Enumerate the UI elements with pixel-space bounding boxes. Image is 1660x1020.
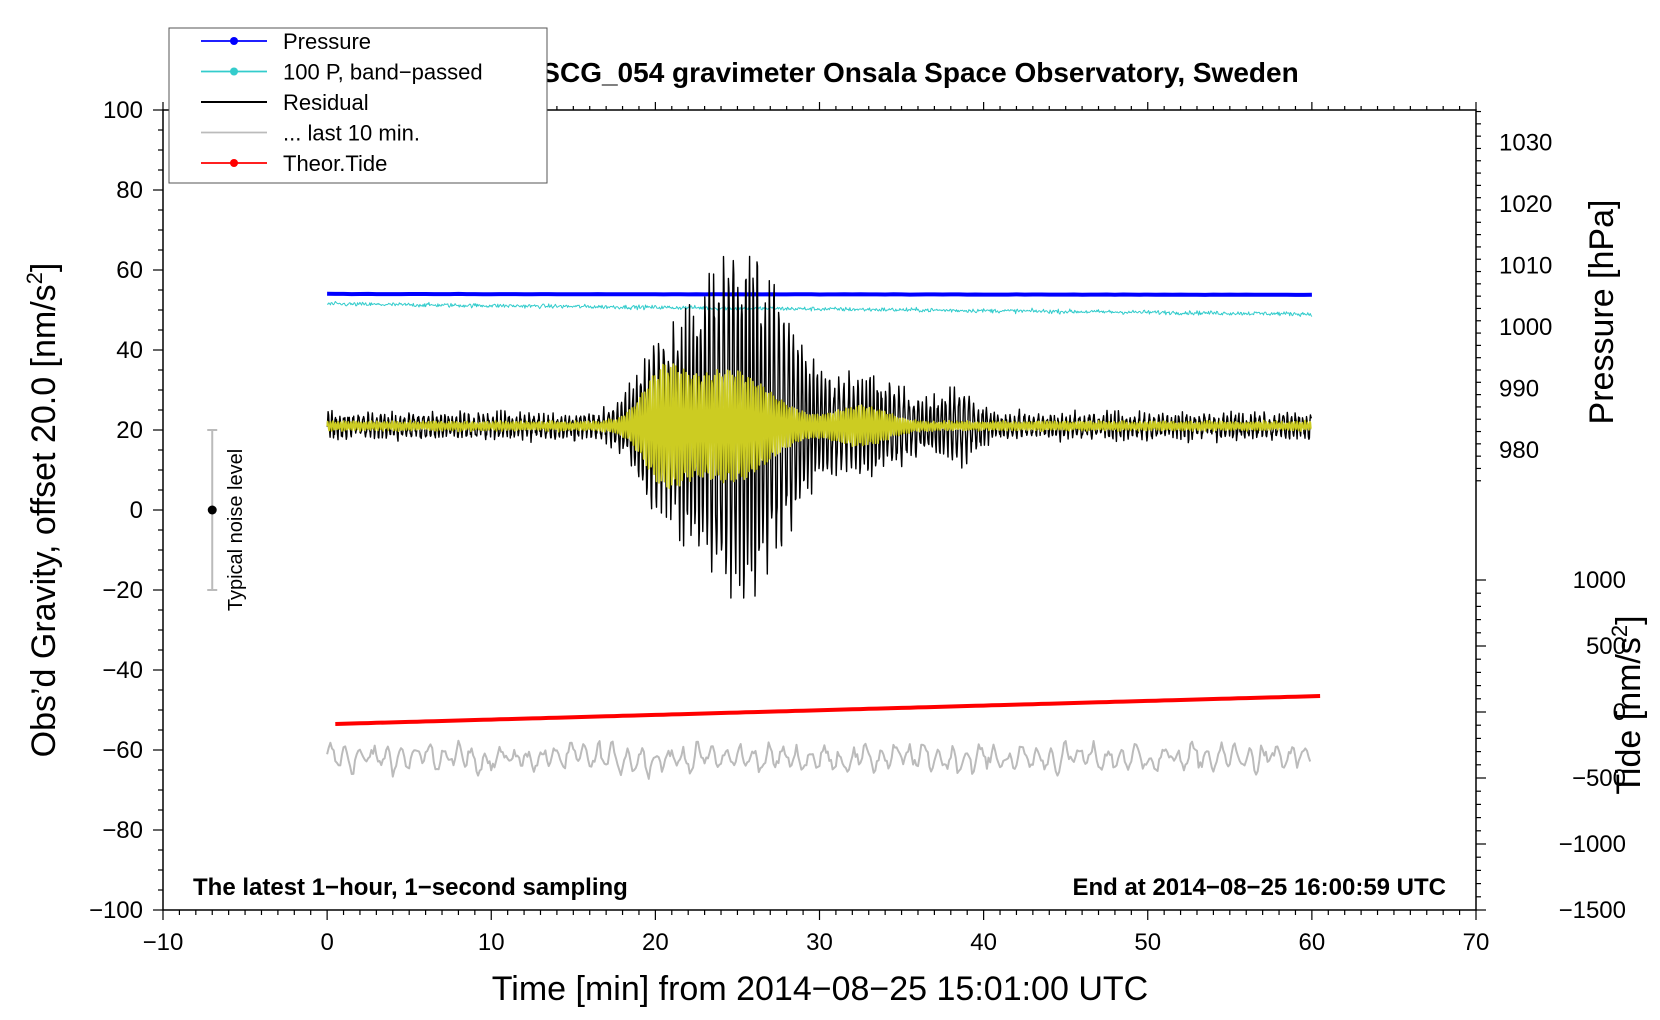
x-tick-label: 70	[1463, 929, 1490, 956]
x-tick-label: 40	[970, 929, 997, 956]
tide-tick-label: −500	[1572, 765, 1626, 792]
legend-label: 100 P, band−passed	[283, 60, 483, 85]
left-tick-label: 100	[103, 97, 143, 124]
noise-bar-center	[207, 505, 217, 515]
legend-label: Pressure	[283, 29, 371, 54]
legend-marker	[230, 159, 238, 167]
pressure-tick-label: 990	[1499, 375, 1539, 402]
note-right: End at 2014−08−25 16:00:59 UTC	[1072, 874, 1446, 901]
chart-title: SCG_054 gravimeter Onsala Space Observat…	[541, 57, 1298, 88]
tide-axis-title: Tide [nm/s2]	[1607, 615, 1648, 794]
noise-level-indicator: Typical noise level	[207, 429, 247, 611]
left-tick-label: −40	[102, 657, 143, 684]
series-layer	[326, 255, 1321, 780]
x-tick-label: −10	[143, 929, 184, 956]
tide-tick-label: 1000	[1573, 567, 1626, 594]
legend-label: Theor.Tide	[283, 151, 387, 176]
x-tick-label: 10	[478, 929, 505, 956]
legend-marker	[230, 37, 238, 45]
pressure-tick-label: 1000	[1499, 314, 1552, 341]
legend-label: ... last 10 min.	[283, 121, 420, 146]
legend-box	[168, 27, 548, 184]
pressure-axis: 980 990 1000 1010 1020 1030	[1476, 110, 1552, 482]
pressure-axis-title: Pressure [hPa]	[1583, 200, 1621, 425]
tide-tick-label: −1000	[1559, 831, 1626, 858]
series-last-10-min	[326, 739, 1312, 780]
left-y-axis: −100 −80 −60 −40 −20 0 20 40 60 80 100	[89, 97, 163, 924]
tide-tick-label: 0	[1613, 699, 1626, 726]
legend: Pressure 100 P, band−passed Residual ... la…	[168, 27, 548, 184]
x-tick-label: 30	[806, 929, 833, 956]
tide-tick-label: −1500	[1559, 897, 1626, 924]
pressure-tick-label: 1020	[1499, 191, 1552, 218]
x-axis-title: Time [min] from 2014−08−25 15:01:00 UTC	[492, 970, 1148, 1008]
left-tick-label: −100	[89, 897, 143, 924]
tide-tick-label: 500	[1586, 633, 1626, 660]
x-tick-label: 0	[320, 929, 333, 956]
left-tick-label: −80	[102, 817, 143, 844]
pressure-tick-label: 1030	[1499, 129, 1552, 156]
series-pressure	[327, 291, 1312, 297]
tide-axis: −1500 −1000 −500 0 500 1000	[1476, 567, 1626, 924]
pressure-tick-label: 980	[1499, 437, 1539, 464]
x-tick-label: 60	[1299, 929, 1326, 956]
left-axis-title: Obs’d Gravity, offset 20.0 [nm/s2]	[22, 263, 63, 758]
noise-bar-label: Typical noise level	[225, 449, 247, 611]
left-tick-label: 40	[116, 337, 143, 364]
x-tick-label: 50	[1134, 929, 1161, 956]
legend-label: Residual	[283, 90, 369, 115]
left-tick-label: 20	[116, 417, 143, 444]
x-axis: −10 0 10 20 30 40 50 60 70	[143, 102, 1490, 956]
plot-frame	[162, 109, 1477, 911]
x-tick-label: 20	[642, 929, 669, 956]
left-tick-label: 0	[130, 497, 143, 524]
left-tick-label: 60	[116, 257, 143, 284]
series-pressure-bandpassed	[326, 301, 1313, 317]
series-residual-smoothed	[326, 363, 1312, 489]
left-tick-label: −60	[102, 737, 143, 764]
pressure-tick-label: 1010	[1499, 252, 1552, 279]
note-left: The latest 1−hour, 1−second sampling	[193, 874, 628, 901]
left-tick-label: −20	[102, 577, 143, 604]
left-tick-label: 80	[116, 177, 143, 204]
legend-marker	[230, 67, 238, 76]
series-theor-tide	[335, 694, 1321, 726]
